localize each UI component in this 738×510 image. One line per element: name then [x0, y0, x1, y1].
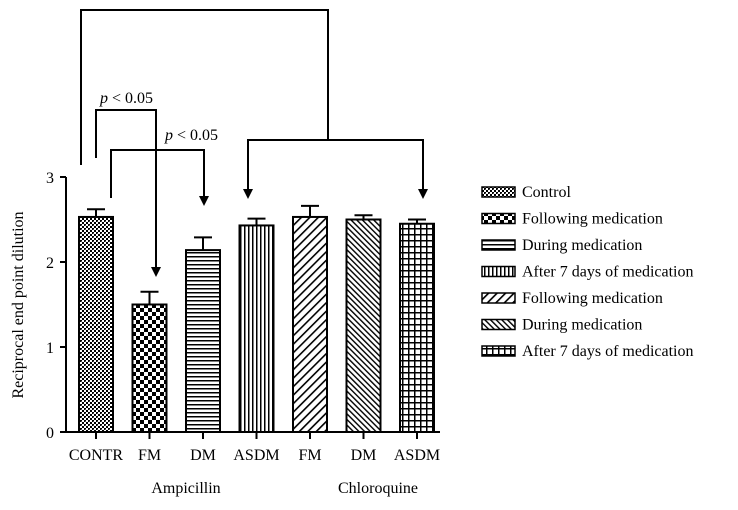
bar	[185, 249, 221, 433]
bar	[238, 224, 275, 433]
x-ticks: CONTR FM DM ASDM FM DM ASDM	[69, 432, 440, 464]
bar	[345, 218, 382, 433]
bracket-control-vs-dm	[110, 149, 205, 198]
y-tick-label: 0	[46, 425, 54, 442]
x-tick-label: DM	[351, 447, 377, 464]
y-tick-label: 2	[46, 255, 54, 272]
legend-label: During medication	[522, 237, 642, 254]
legend-label: During medication	[522, 317, 642, 334]
legend-swatch	[481, 265, 516, 278]
x-tick-label: ASDM	[233, 447, 279, 464]
x-tick-label: DM	[190, 447, 216, 464]
x-tick-label: ASDM	[394, 447, 440, 464]
bracket-control-vs-fm	[95, 109, 157, 268]
bar	[292, 215, 328, 433]
legend-swatch	[481, 345, 516, 357]
x-tick-label: FM	[138, 447, 161, 464]
x-tick-label: CONTR	[69, 447, 124, 464]
p-value-annotation-2: p < 0.05	[164, 127, 218, 144]
bracket-control-vs-chloroquine	[80, 9, 329, 165]
significance-brackets: p < 0.05 p < 0.05	[80, 9, 428, 277]
bar	[78, 215, 114, 433]
x-tick-label: FM	[298, 447, 321, 464]
legend-swatch	[481, 212, 516, 225]
bar	[399, 222, 435, 433]
legend-label: Following medication	[522, 211, 663, 228]
y-ticks: 0 1 2 3	[46, 170, 66, 442]
legend-label: After 7 days of medication	[522, 343, 694, 360]
legend-label: Control	[522, 184, 571, 201]
y-axis-label: Reciprocal end point dilution	[10, 211, 27, 398]
y-tick-label: 3	[46, 170, 54, 187]
bars	[78, 204, 435, 433]
legend: Control Following medication During medica…	[481, 184, 694, 360]
group-label-chloroquine: Chloroquine	[338, 480, 418, 497]
legend-swatch	[481, 186, 516, 198]
bar	[131, 303, 168, 433]
bracket-chloroquine-span	[247, 139, 424, 190]
y-tick-label: 1	[46, 340, 54, 357]
legend-swatch	[481, 292, 516, 304]
legend-label: Following medication	[522, 290, 663, 307]
group-label-ampicillin: Ampicillin	[151, 480, 220, 497]
legend-swatch	[481, 318, 516, 331]
legend-swatch	[481, 239, 516, 251]
legend-label: After 7 days of medication	[522, 264, 694, 281]
p-value-annotation-1: p < 0.05	[99, 90, 153, 107]
